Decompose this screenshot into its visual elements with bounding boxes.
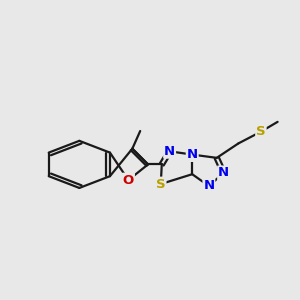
Text: S: S — [256, 125, 266, 138]
Text: N: N — [218, 167, 229, 179]
Text: N: N — [164, 145, 175, 158]
Text: N: N — [187, 148, 198, 161]
Text: O: O — [123, 174, 134, 187]
Text: S: S — [156, 178, 166, 190]
Text: N: N — [203, 179, 214, 193]
